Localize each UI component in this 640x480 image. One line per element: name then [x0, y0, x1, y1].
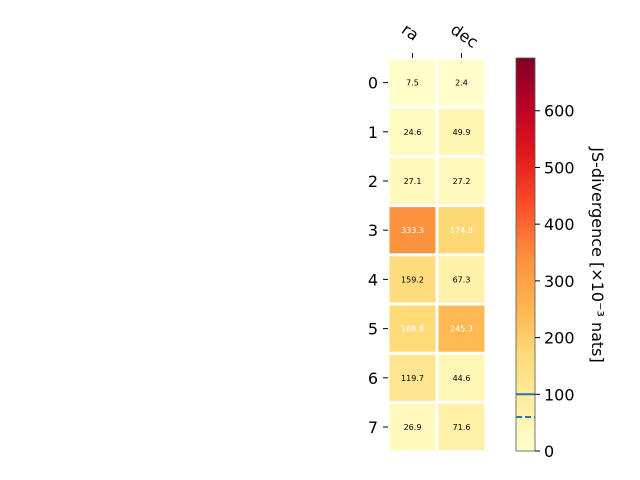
row-tick-label: 2: [368, 172, 378, 191]
heatmap-cell: [438, 108, 485, 155]
row-tick-label: 0: [368, 74, 378, 93]
row-tick-label: 7: [368, 418, 378, 437]
heatmap-cell: [438, 256, 485, 303]
cell-value-label: 27.1: [404, 177, 422, 186]
heatmap-cell: [438, 403, 485, 451]
colorbar-bar: [515, 57, 536, 452]
heatmap-cell: [389, 256, 436, 303]
cell-value-label: 71.6: [453, 423, 471, 432]
heatmap-cell: [389, 108, 436, 155]
colorbar-tick-label: 100: [544, 385, 575, 404]
column-tick-label: dec: [447, 20, 481, 52]
row-ticks: 0 1 2 3 4 5 6 7: [368, 74, 388, 437]
colorbar-tick-label: 500: [544, 158, 575, 177]
heatmap-cell: [438, 305, 485, 352]
cell-value-label: 2.4: [455, 79, 468, 88]
cell-value-label: 119.7: [401, 374, 424, 383]
heatmap-cell: [389, 354, 436, 401]
heatmap-cell: [438, 207, 485, 254]
heatmap-cell: [389, 59, 436, 106]
heatmap-cell: [389, 157, 436, 205]
colorbar-tick-label: 200: [544, 329, 575, 348]
cell-value-label: 245.3: [450, 325, 473, 334]
heatmap-cell: [389, 305, 436, 352]
cell-value-label: 168.8: [401, 325, 424, 334]
cell-value-label: 174.8: [450, 226, 473, 235]
cell-value-label: 26.9: [404, 423, 422, 432]
cell-value-label: 333.3: [401, 226, 424, 235]
heatmap-cell: [438, 59, 485, 106]
colorbar-label: JS-divergence [×10⁻³ nats]: [588, 146, 607, 362]
heatmap-cells: 7.5 2.4 24.6 49.9 27.1 27.2 333.3 174.8 159.2 67.…: [389, 59, 485, 451]
cell-value-label: 67.3: [453, 275, 471, 284]
cell-value-label: 24.6: [404, 128, 422, 137]
column-tick-label: ra: [398, 20, 422, 45]
heatmap-cell: [389, 207, 436, 254]
cell-value-label: 27.2: [453, 177, 471, 186]
colorbar-tick-label: 600: [544, 102, 575, 121]
cell-value-label: 159.2: [401, 275, 424, 284]
heatmap-cell: [438, 157, 485, 205]
cell-value-label: 49.9: [453, 128, 471, 137]
column-ticks: ra dec: [398, 20, 482, 58]
colorbar-tick-label: 0: [544, 442, 554, 461]
colorbar-tick-label: 400: [544, 215, 575, 234]
row-tick-label: 4: [368, 270, 378, 289]
row-tick-label: 1: [368, 123, 378, 142]
row-tick-label: 5: [368, 320, 378, 339]
row-tick-label: 3: [368, 221, 378, 240]
heatmap-cell: [389, 403, 436, 451]
cell-value-label: 7.5: [406, 79, 419, 88]
colorbar: 0 100 200 300 400 500 600: [515, 57, 575, 461]
cell-value-label: 44.6: [453, 374, 471, 383]
colorbar-tick-label: 300: [544, 272, 575, 291]
row-tick-label: 6: [368, 369, 378, 388]
heatmap-cell: [438, 354, 485, 401]
